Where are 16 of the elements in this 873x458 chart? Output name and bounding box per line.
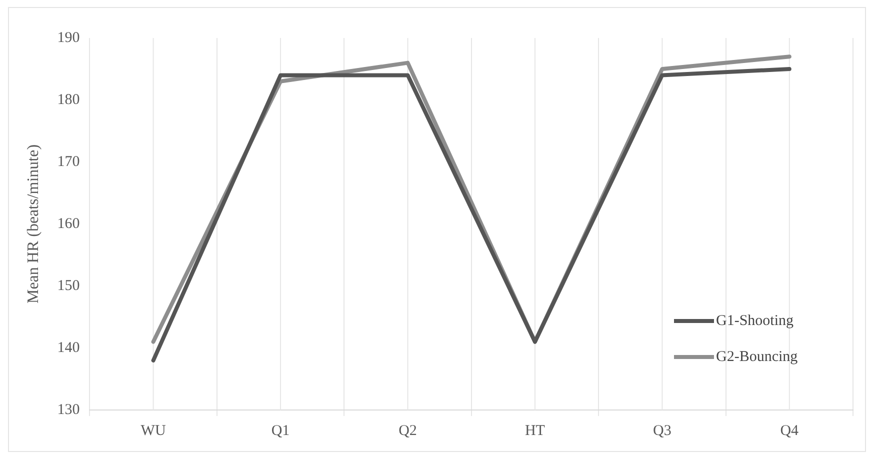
legend-label: G1-Shooting bbox=[716, 312, 794, 330]
x-tick-label: Q1 bbox=[271, 422, 290, 439]
y-tick-label: 140 bbox=[57, 340, 80, 356]
x-tick-label: Q3 bbox=[653, 422, 672, 439]
x-tick-label: HT bbox=[524, 422, 545, 439]
x-tick-label: WU bbox=[140, 422, 166, 439]
x-tick-label: Q4 bbox=[780, 422, 800, 439]
y-tick-label: 150 bbox=[57, 278, 80, 294]
legend-label: G2-Bouncing bbox=[716, 348, 798, 366]
y-axis-title: Mean HR (beats/minute) bbox=[24, 144, 42, 304]
y-tick-label: 190 bbox=[57, 30, 80, 46]
y-tick-label: 180 bbox=[57, 92, 80, 108]
y-tick-label: 170 bbox=[57, 154, 80, 170]
x-tick-label: Q2 bbox=[398, 422, 417, 439]
y-tick-label: 130 bbox=[57, 402, 80, 418]
y-tick-label: 160 bbox=[57, 216, 80, 232]
